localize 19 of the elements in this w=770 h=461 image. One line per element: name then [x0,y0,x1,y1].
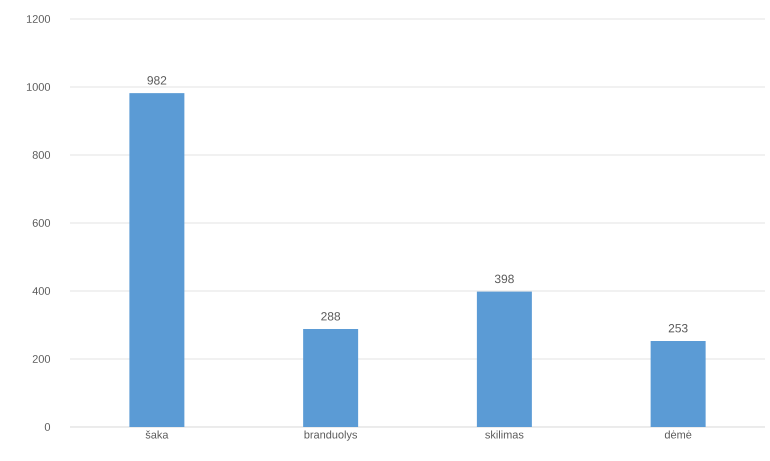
data-label: 982 [147,76,166,85]
y-tick-label: 800 [32,151,50,159]
data-label: 253 [668,324,688,332]
data-label: 288 [321,312,340,321]
y-tick-label: 200 [32,355,50,363]
x-tick-label: dėmė [664,430,692,439]
bar [303,329,358,427]
bar [476,292,532,427]
y-tick-label: 1200 [26,15,50,23]
x-tick-label: šaka [146,430,168,439]
y-tick-label: 400 [32,287,50,295]
data-label: 398 [494,274,514,284]
x-tick-label: branduolys [304,430,358,441]
bar [650,340,706,427]
y-tick-label: 1000 [26,83,50,91]
y-tick-label: 0 [44,423,50,431]
bar [129,93,184,427]
x-tick-label: skilimas [485,430,524,439]
y-tick-label: 600 [32,219,50,227]
